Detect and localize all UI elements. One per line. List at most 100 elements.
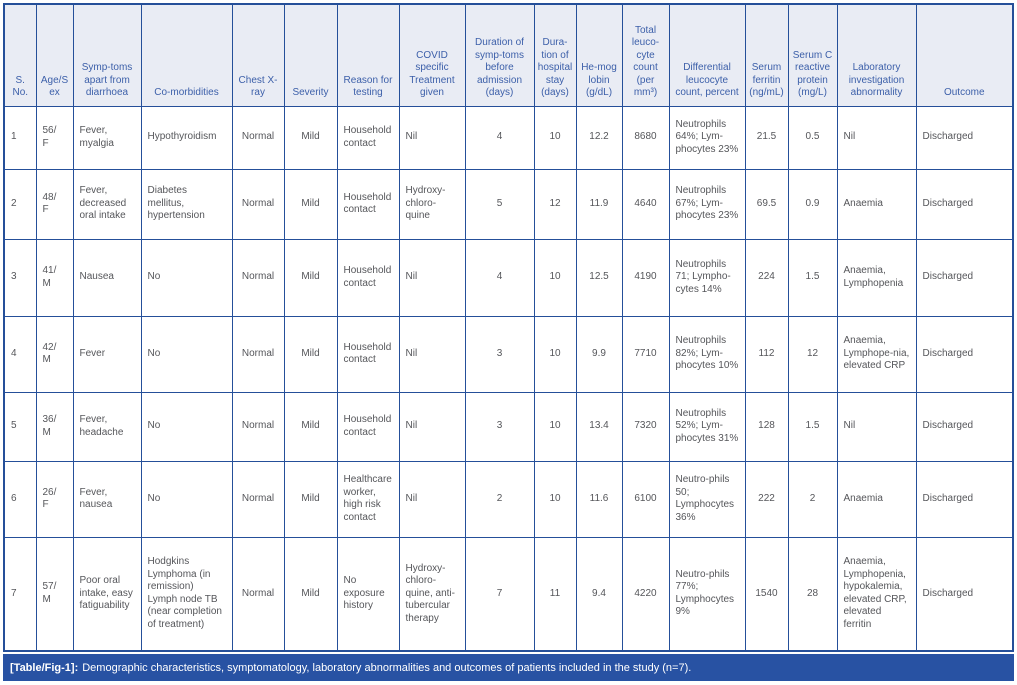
- col-header-duration-stay: Dura-tion of hospital stay (days): [533, 3, 577, 107]
- cell-comorbidities: No: [140, 391, 233, 462]
- cell-duration-stay: 10: [533, 238, 577, 317]
- cell-hemoglobin: 11.9: [575, 168, 623, 240]
- cell-chest-xray: Normal: [231, 168, 285, 240]
- cell-reason-for-testing: Household contact: [336, 315, 400, 393]
- cell-covid-treatment: Nil: [398, 105, 466, 170]
- cell-s-no: 3: [3, 238, 37, 317]
- cell-serum-ferritin: 224: [744, 238, 789, 317]
- cell-duration-symptoms: 3: [464, 315, 535, 393]
- cell-differential-leucocyte: Neutrophils 82%; Lym-phocytes 10%: [668, 315, 746, 393]
- cell-reason-for-testing: Healthcare worker, high risk contact: [336, 460, 400, 538]
- cell-severity: Mild: [283, 460, 338, 538]
- cell-serum-crp: 12: [787, 315, 838, 393]
- patient-row-4: 4 42/ M Fever No Normal Mild Household contact…: [3, 315, 1014, 393]
- cell-lab-abnormality: Anaemia, Lymphopenia: [836, 238, 917, 317]
- cell-severity: Mild: [283, 105, 338, 170]
- col-header-serum-crp: Serum C reactive protein (mg/L): [787, 3, 838, 107]
- cell-symptoms: Fever, nausea: [72, 460, 142, 538]
- cell-total-leucocyte: 7710: [621, 315, 670, 393]
- cell-s-no: 7: [3, 536, 37, 652]
- cell-serum-crp: 0.5: [787, 105, 838, 170]
- table-caption-text: Demographic characteristics, symptomatol…: [82, 661, 692, 674]
- col-header-age-sex: Age/Sex: [35, 3, 74, 107]
- cell-chest-xray: Normal: [231, 315, 285, 393]
- cell-hemoglobin: 13.4: [575, 391, 623, 462]
- cell-duration-stay: 11: [533, 536, 577, 652]
- cell-symptoms: Fever, decreased oral intake: [72, 168, 142, 240]
- cell-age-sex: 36/ M: [35, 391, 74, 462]
- cell-serum-crp: 1.5: [787, 238, 838, 317]
- cell-outcome: Discharged: [915, 460, 1014, 538]
- col-header-outcome: Outcome: [915, 3, 1014, 107]
- cell-age-sex: 48/ F: [35, 168, 74, 240]
- col-header-differential-leucocyte: Differential leucocyte count, percent: [668, 3, 746, 107]
- cell-symptoms: Poor oral intake, easy fatiguability: [72, 536, 142, 652]
- cell-age-sex: 26/ F: [35, 460, 74, 538]
- cell-duration-stay: 12: [533, 168, 577, 240]
- cell-comorbidities: Hypothyroidism: [140, 105, 233, 170]
- cell-age-sex: 57/ M: [35, 536, 74, 652]
- cell-hemoglobin: 12.2: [575, 105, 623, 170]
- cell-serum-crp: 0.9: [787, 168, 838, 240]
- cell-duration-symptoms: 7: [464, 536, 535, 652]
- col-header-covid-treatment: COVID specific Treatment given: [398, 3, 466, 107]
- cell-total-leucocyte: 4640: [621, 168, 670, 240]
- cell-symptoms: Fever, headache: [72, 391, 142, 462]
- cell-chest-xray: Normal: [231, 391, 285, 462]
- cell-differential-leucocyte: Neutrophils 67%; Lym-phocytes 23%: [668, 168, 746, 240]
- cell-s-no: 4: [3, 315, 37, 393]
- cell-reason-for-testing: Household contact: [336, 391, 400, 462]
- cell-symptoms: Nausea: [72, 238, 142, 317]
- cell-serum-ferritin: 69.5: [744, 168, 789, 240]
- col-header-symptoms: Symp-toms apart from diarrhoea: [72, 3, 142, 107]
- cell-duration-stay: 10: [533, 105, 577, 170]
- cell-chest-xray: Normal: [231, 238, 285, 317]
- cell-chest-xray: Normal: [231, 536, 285, 652]
- cell-symptoms: Fever: [72, 315, 142, 393]
- cell-covid-treatment: Hydroxy-chloro-quine: [398, 168, 466, 240]
- cell-serum-ferritin: 222: [744, 460, 789, 538]
- patient-characteristics-table: S. No. Age/Sex Symp-toms apart from diar…: [3, 3, 1014, 652]
- cell-covid-treatment: Nil: [398, 391, 466, 462]
- cell-symptoms: Fever, myalgia: [72, 105, 142, 170]
- cell-differential-leucocyte: Neutro-phils 50; Lymphocytes 36%: [668, 460, 746, 538]
- cell-comorbidities: Hodgkins Lymphoma (in remission) Lymph n…: [140, 536, 233, 652]
- cell-hemoglobin: 11.6: [575, 460, 623, 538]
- cell-differential-leucocyte: Neutro-phils 77%; Lymphocytes 9%: [668, 536, 746, 652]
- cell-total-leucocyte: 4220: [621, 536, 670, 652]
- col-header-lab-abnormality: Laboratory investigation abnormality: [836, 3, 917, 107]
- table-body: 1 56/ F Fever, myalgia Hypothyroidism Normal…: [3, 105, 1014, 652]
- col-header-serum-ferritin: Serum ferritin (ng/mL): [744, 3, 789, 107]
- cell-s-no: 2: [3, 168, 37, 240]
- cell-duration-symptoms: 3: [464, 391, 535, 462]
- cell-age-sex: 42/ M: [35, 315, 74, 393]
- cell-differential-leucocyte: Neutrophils 52%; Lym-phocytes 31%: [668, 391, 746, 462]
- cell-reason-for-testing: No exposure history: [336, 536, 400, 652]
- patient-row-7: 7 57/ M Poor oral intake, easy fatiguabili…: [3, 536, 1014, 652]
- cell-s-no: 6: [3, 460, 37, 538]
- cell-covid-treatment: Nil: [398, 315, 466, 393]
- cell-serum-crp: 28: [787, 536, 838, 652]
- cell-reason-for-testing: Household contact: [336, 105, 400, 170]
- cell-chest-xray: Normal: [231, 105, 285, 170]
- cell-duration-stay: 10: [533, 460, 577, 538]
- cell-severity: Mild: [283, 168, 338, 240]
- patient-row-2: 2 48/ F Fever, decreased oral intake Diabet…: [3, 168, 1014, 240]
- cell-comorbidities: Diabetes mellitus, hypertension: [140, 168, 233, 240]
- cell-serum-crp: 1.5: [787, 391, 838, 462]
- cell-severity: Mild: [283, 391, 338, 462]
- col-header-s-no: S. No.: [3, 3, 37, 107]
- cell-lab-abnormality: Anaemia: [836, 168, 917, 240]
- cell-s-no: 1: [3, 105, 37, 170]
- col-header-hemoglobin: He-mog lobin (g/dL): [575, 3, 623, 107]
- cell-chest-xray: Normal: [231, 460, 285, 538]
- header-row: S. No. Age/Sex Symp-toms apart from diar…: [3, 3, 1014, 107]
- cell-covid-treatment: Hydroxy-chloro-quine, anti-tubercular th…: [398, 536, 466, 652]
- cell-serum-ferritin: 112: [744, 315, 789, 393]
- cell-hemoglobin: 9.4: [575, 536, 623, 652]
- cell-hemoglobin: 9.9: [575, 315, 623, 393]
- cell-total-leucocyte: 7320: [621, 391, 670, 462]
- cell-outcome: Discharged: [915, 238, 1014, 317]
- cell-total-leucocyte: 8680: [621, 105, 670, 170]
- col-header-reason-for-testing: Reason for testing: [336, 3, 400, 107]
